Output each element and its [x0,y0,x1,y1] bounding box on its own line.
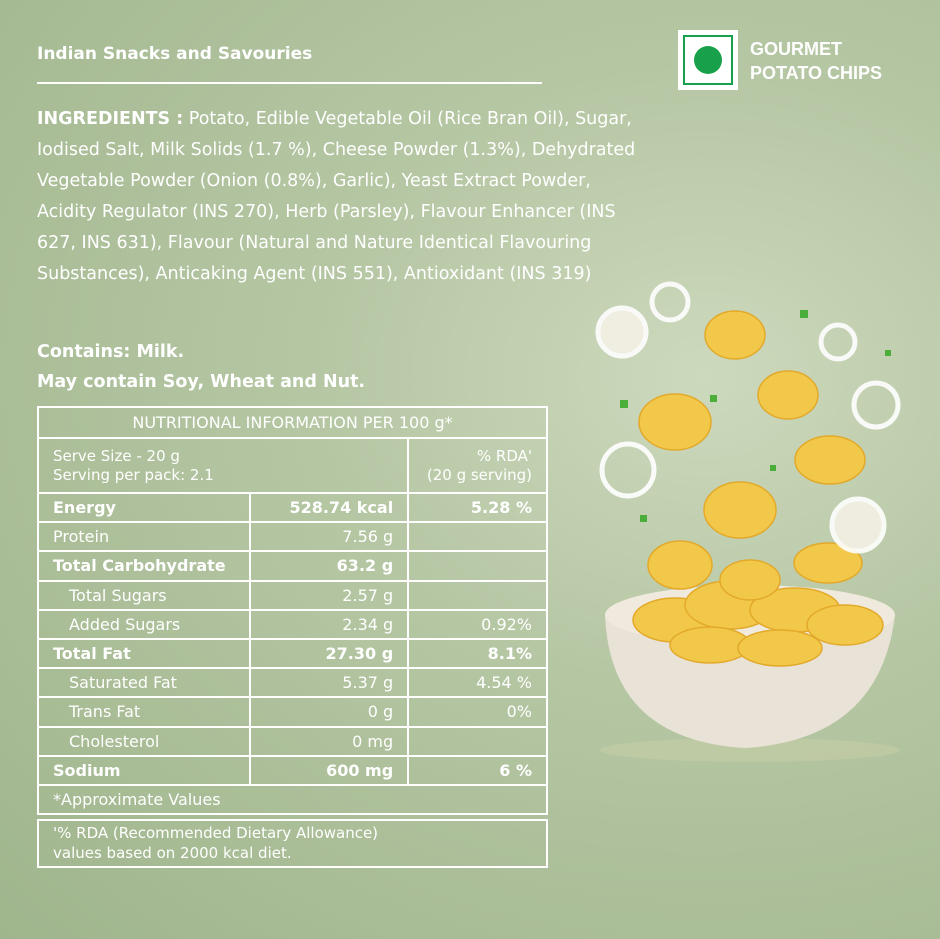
nutrient-value: 63.2 g [248,550,410,582]
rda-header: % RDA' (20 g serving) [407,437,548,494]
nutrition-row: Added Sugars 2.34 g 0.92% [37,608,548,640]
nutrient-rda: 8.1% [407,637,548,670]
nutrition-row: Protein 7.56 g [37,521,548,553]
may-contain-text: May contain Soy, Wheat and Nut. [37,372,366,392]
nutrient-rda [407,725,548,757]
nutrient-name: Added Sugars [37,608,251,640]
onion-rings [595,281,901,554]
nutrient-value: 0 mg [248,725,410,757]
brand-line-1: GOURMET [750,39,842,59]
chips [632,310,884,667]
nutrient-value: 7.56 g [248,521,410,553]
nutrition-row: Total Sugars 2.57 g [37,579,548,611]
ingredients-label: INGREDIENTS : [37,109,184,129]
nutrient-value: 528.74 kcal [248,491,410,524]
nutrient-name: Total Sugars [37,579,251,611]
nutrient-value: 2.57 g [248,579,410,611]
nutrient-rda: 0.92% [407,608,548,640]
rda-note-2: values based on 2000 kcal diet. [53,844,292,862]
nutrient-rda: 6 % [407,754,548,786]
rda-header-2: (20 g serving) [426,465,532,484]
category-label: Indian Snacks and Savouries [37,44,313,64]
nutrient-rda [407,579,548,611]
rda-note: '% RDA (Recommended Dietary Allowance) va… [37,819,548,868]
rda-header-1: % RDA' [476,446,532,465]
nutrient-name: Total Fat [37,637,251,670]
nutrition-row: Saturated Fat 5.37 g 4.54 % [37,667,548,699]
nutrient-name: Saturated Fat [37,667,251,699]
nutrient-name: Cholesterol [37,725,251,757]
nutrition-row: Total Carbohydrate 63.2 g [37,550,548,582]
chips-bowl-illustration [595,281,901,762]
nutrient-rda: 5.28 % [407,491,548,524]
nutrition-row: Total Fat 27.30 g 8.1% [37,637,548,670]
nutrient-value: 600 mg [248,754,410,786]
nutrition-row: Sodium 600 mg 6 % [37,754,548,786]
approx-note: *Approximate Values [37,783,548,816]
ingredients-text: Potato, Edible Vegetable Oil (Rice Bran … [37,109,636,284]
divider [37,82,542,84]
nutrition-table: NUTRITIONAL INFORMATION PER 100 g* Serve… [36,406,548,816]
veg-mark-icon [678,30,738,90]
rda-note-1: '% RDA (Recommended Dietary Allowance) [53,824,379,842]
nutrition-row: Cholesterol 0 mg [37,725,548,757]
nutrient-value: 2.34 g [248,608,410,640]
brand-name: GOURMET POTATO CHIPS [750,37,882,85]
brand-line-2: POTATO CHIPS [750,63,883,83]
serving-info: Serve Size - 20 g Serving per pack: 2.1 [36,437,410,494]
nutrient-name: Sodium [37,754,251,786]
allergens: Contains: Milk. May contain Soy, Wheat a… [37,337,365,397]
servings-per-pack: Serving per pack: 2.1 [53,465,214,484]
nutrient-value: 0 g [248,696,410,728]
herb-bits [620,310,891,522]
nutrition-row: Energy 528.74 kcal 5.28 % [37,491,548,524]
nutrition-row: Trans Fat 0 g 0% [37,696,548,728]
nutrient-rda: 0% [407,696,548,728]
nutrient-name: Protein [37,521,251,553]
serve-size: Serve Size - 20 g [53,446,180,465]
nutrient-value: 27.30 g [248,637,410,670]
nutrient-rda [407,550,548,582]
nutrient-name: Energy [37,491,251,524]
nutrition-title: NUTRITIONAL INFORMATION PER 100 g* [37,406,548,439]
nutrient-rda: 4.54 % [407,667,548,699]
nutrient-name: Trans Fat [37,696,251,728]
nutrient-rda [407,521,548,553]
ingredients: INGREDIENTS : Potato, Edible Vegetable O… [37,104,647,290]
nutrient-name: Total Carbohydrate [37,550,251,582]
contains-text: Contains: Milk. [37,342,185,362]
nutrient-value: 5.37 g [248,667,410,699]
